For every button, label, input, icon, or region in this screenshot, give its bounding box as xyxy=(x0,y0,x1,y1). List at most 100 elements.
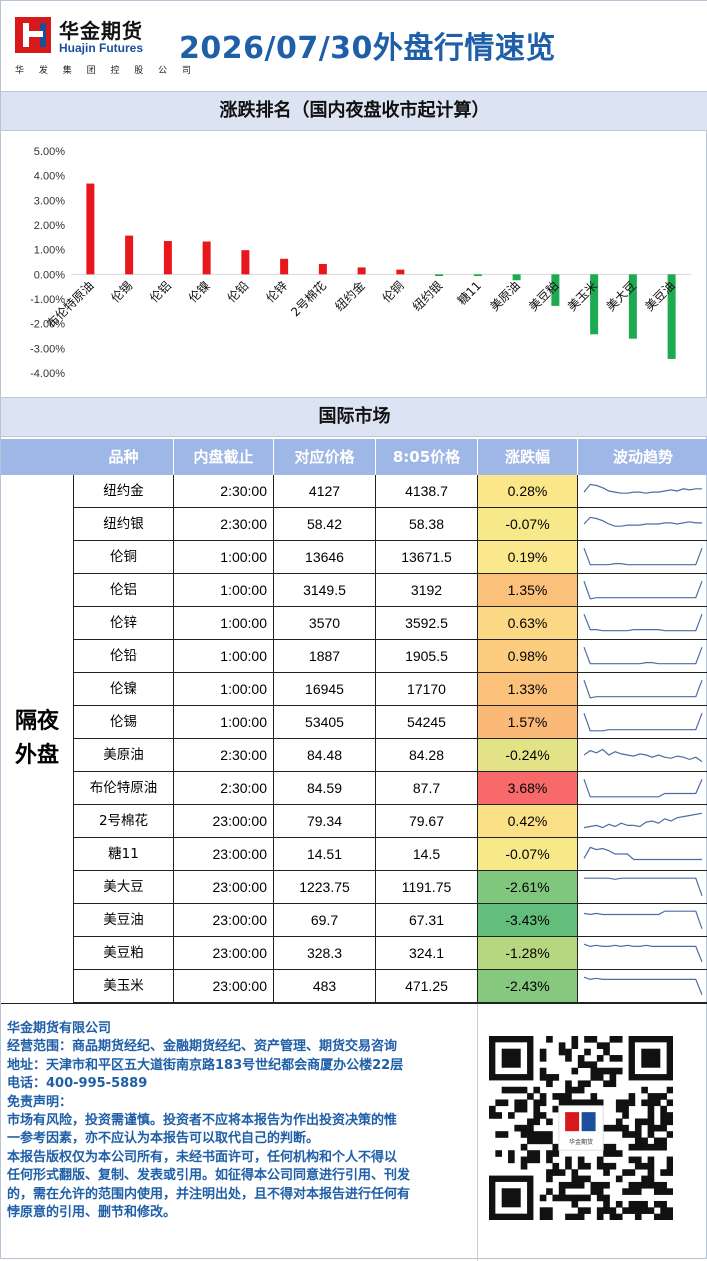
cell-change: -3.43% xyxy=(478,904,578,936)
cell-price: 14.51 xyxy=(274,838,376,870)
x-category-label: 伦铜 xyxy=(379,278,407,306)
sparkline xyxy=(583,846,702,861)
sparkline xyxy=(583,778,703,798)
sparkline-path xyxy=(583,910,703,929)
cell-change: -0.07% xyxy=(478,508,578,540)
chart-bar xyxy=(551,274,560,306)
cell-change: -2.61% xyxy=(478,871,578,903)
sparkline xyxy=(583,679,703,699)
cell-name: 糖11 xyxy=(74,838,174,870)
cell-now: 87.7 xyxy=(376,772,478,804)
cell-name: 美豆油 xyxy=(74,904,174,936)
cell-trend xyxy=(578,970,707,1002)
cell-cutoff: 23:00:00 xyxy=(174,805,274,837)
table-header: 品种 内盘截止 对应价格 8:05价格 涨跌幅 波动趋势 xyxy=(1,439,707,475)
col-header-trend: 波动趋势 xyxy=(612,448,673,466)
cell-change: 0.98% xyxy=(478,640,578,672)
footer-disclaimer-6: 悖原意的引用、删节和修改。 xyxy=(7,1205,177,1221)
cell-name: 纽约银 xyxy=(74,508,174,540)
x-category-label: 糖11 xyxy=(454,278,484,308)
y-tick-label: -2.00% xyxy=(30,319,65,331)
sparkline-path xyxy=(583,712,703,732)
cell-name: 伦铜 xyxy=(74,541,174,573)
footer-phone: 电话：400-995-5889 xyxy=(7,1076,148,1092)
sparkline-path xyxy=(584,877,703,896)
cell-price: 3149.5 xyxy=(274,574,376,606)
cell-name: 美大豆 xyxy=(74,871,174,903)
y-tick-label: 2.00% xyxy=(34,220,65,232)
x-category-label: 美原油 xyxy=(487,279,522,314)
chart-bar xyxy=(318,263,327,275)
table-row: 布伦特原油 2:30:00 84.59 87.7 3.68% xyxy=(74,772,707,805)
cell-change: -0.07% xyxy=(478,838,578,870)
cell-name: 2号棉花 xyxy=(74,805,174,837)
chart-bar xyxy=(667,274,676,359)
cell-price: 58.42 xyxy=(274,508,376,540)
table-row: 纽约金 2:30:00 4127 4138.7 0.28% xyxy=(74,475,707,508)
cell-price: 53405 xyxy=(274,706,376,738)
footer-divider xyxy=(477,1004,478,1261)
intl-section-title: 国际市场 xyxy=(1,397,707,437)
logo-en-text: Huajin Futures xyxy=(59,41,144,55)
chart-bar xyxy=(86,183,95,275)
cell-cutoff: 23:00:00 xyxy=(174,838,274,870)
cell-trend xyxy=(578,673,707,705)
sparkline xyxy=(583,646,703,665)
col-header-change: 涨跌幅 xyxy=(478,439,578,475)
sparkline xyxy=(584,877,703,896)
cell-cutoff: 1:00:00 xyxy=(174,607,274,639)
cell-name: 伦铝 xyxy=(74,574,174,606)
col-header-price: 对应价格 xyxy=(274,439,376,475)
header: 华金期货 Huajin Futures 华 发 集 团 控 股 公 司 2026… xyxy=(1,1,707,91)
y-tick-label: 3.00% xyxy=(34,195,65,207)
chart-bar xyxy=(396,269,405,275)
cell-now: 4138.7 xyxy=(376,475,478,507)
ranking-chart-svg: 5.00% 4.00% 3.00% 2.00% 1.00% 0.00% -1.00% -2.0… xyxy=(30,146,691,380)
cell-cutoff: 23:00:00 xyxy=(174,871,274,903)
sparkline xyxy=(583,580,703,600)
x-category-label: 伦锌 xyxy=(263,278,291,306)
cell-name: 美原油 xyxy=(74,739,174,771)
cell-name: 美豆粕 xyxy=(74,937,174,969)
footer-disclaimer-2: 一参考因素，亦不应认为本报告可以取代自己的判断。 xyxy=(7,1131,320,1147)
cell-now: 84.28 xyxy=(376,739,478,771)
table-row: 伦铅 1:00:00 1887 1905.5 0.98% xyxy=(74,640,707,673)
chart-bar xyxy=(241,250,250,275)
cell-change: 1.33% xyxy=(478,673,578,705)
table-row: 伦铜 1:00:00 13646 13671.5 0.19% xyxy=(74,541,707,574)
cell-change: 1.57% xyxy=(478,706,578,738)
footer-scope: 经营范围：商品期货经纪、金融期货经纪、资产管理、期货交易咨询 xyxy=(7,1039,398,1055)
sparkline xyxy=(583,748,703,763)
sparkline xyxy=(583,812,703,829)
cell-cutoff: 1:00:00 xyxy=(174,574,274,606)
chart-bar xyxy=(628,274,637,339)
qr-code-icon: 华金期货 xyxy=(489,1036,673,1220)
cell-cutoff: 2:30:00 xyxy=(174,772,274,804)
table-row: 美原油 2:30:00 84.48 84.28 -0.24% xyxy=(74,739,707,772)
cell-now: 3192 xyxy=(376,574,478,606)
cell-price: 483 xyxy=(274,970,376,1002)
cell-trend xyxy=(578,541,707,573)
chart-bar xyxy=(163,241,172,275)
cell-price: 16945 xyxy=(274,673,376,705)
x-category-label: 纽约金 xyxy=(332,278,368,314)
sparkline xyxy=(583,516,702,527)
logo-cn-text: 华金期货 xyxy=(59,19,143,43)
group-label: 隔夜 外盘 xyxy=(1,475,74,1003)
cell-name: 伦镍 xyxy=(74,673,174,705)
cell-price: 328.3 xyxy=(274,937,376,969)
footer-address: 地址：天津市和平区五大道街南京路183号世纪都会商厦办公楼22层 xyxy=(7,1057,404,1073)
footer-disclaimer-5: 的，需在允许的范围内使用，并注明出处，且不得对本报告进行任何有 xyxy=(7,1186,411,1202)
chart-bar xyxy=(512,274,521,281)
footer-disclaimer-3: 本报告版权仅为本公司所有，未经书面许可，任何机构和个人不得以 xyxy=(7,1149,398,1165)
sparkline xyxy=(583,547,703,566)
cell-trend xyxy=(578,508,707,540)
y-tick-label: -3.00% xyxy=(30,343,65,355)
chart-bar xyxy=(280,258,289,275)
cell-cutoff: 1:00:00 xyxy=(174,541,274,573)
qr-logo-text: 华金期货 xyxy=(569,1138,593,1146)
logo-mark-icon xyxy=(15,17,51,53)
footer-disclaimer-title: 免责声明： xyxy=(7,1094,73,1110)
sparkline-path xyxy=(583,516,702,527)
